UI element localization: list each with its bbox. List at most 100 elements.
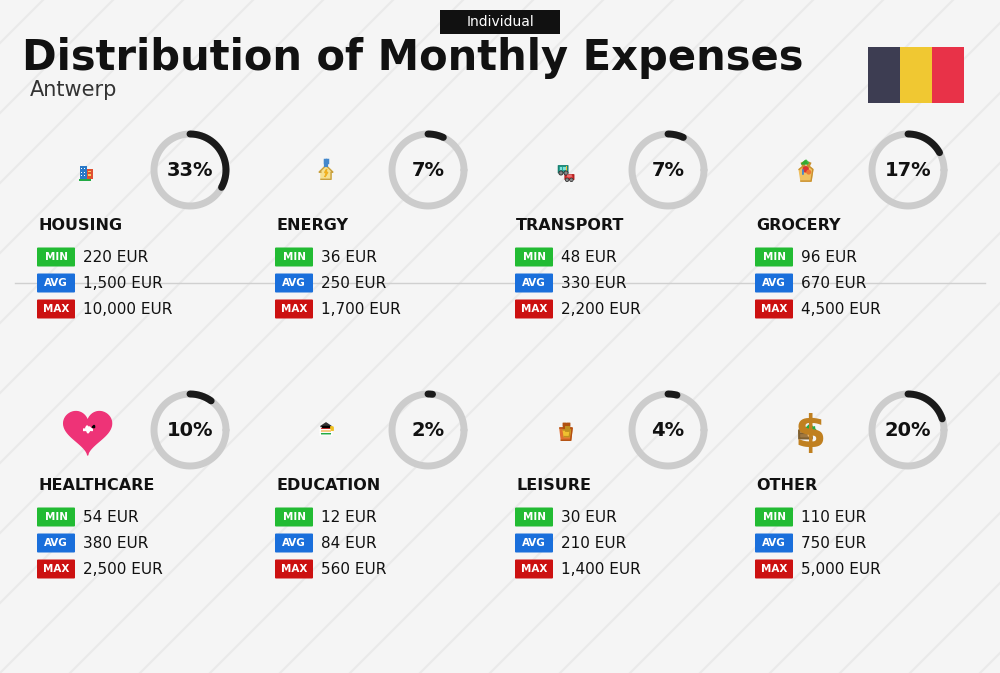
FancyBboxPatch shape — [515, 559, 553, 579]
Text: LEISURE: LEISURE — [516, 479, 591, 493]
Text: MIN: MIN — [763, 252, 786, 262]
Text: OTHER: OTHER — [756, 479, 817, 493]
Circle shape — [565, 172, 567, 174]
Text: AVG: AVG — [44, 278, 68, 288]
FancyBboxPatch shape — [515, 299, 553, 318]
Text: 36 EUR: 36 EUR — [321, 250, 377, 264]
Polygon shape — [560, 428, 572, 440]
FancyBboxPatch shape — [79, 180, 91, 181]
Text: MIN: MIN — [283, 512, 306, 522]
Circle shape — [564, 171, 568, 175]
Text: MAX: MAX — [761, 564, 787, 574]
Text: MAX: MAX — [761, 304, 787, 314]
Text: 670 EUR: 670 EUR — [801, 275, 866, 291]
FancyBboxPatch shape — [37, 248, 75, 267]
FancyBboxPatch shape — [275, 507, 313, 526]
Text: AVG: AVG — [762, 278, 786, 288]
Text: AVG: AVG — [44, 538, 68, 548]
FancyBboxPatch shape — [320, 427, 332, 430]
FancyBboxPatch shape — [799, 430, 812, 438]
FancyBboxPatch shape — [275, 299, 313, 318]
Text: MAX: MAX — [281, 304, 307, 314]
FancyBboxPatch shape — [565, 175, 574, 179]
Text: 84 EUR: 84 EUR — [321, 536, 377, 551]
Text: HOUSING: HOUSING — [38, 219, 122, 234]
Text: AVG: AVG — [522, 538, 546, 548]
Circle shape — [807, 170, 810, 174]
FancyBboxPatch shape — [37, 559, 75, 579]
Text: 54 EUR: 54 EUR — [83, 509, 139, 524]
FancyBboxPatch shape — [81, 168, 82, 169]
Text: MIN: MIN — [44, 252, 68, 262]
Text: 96 EUR: 96 EUR — [801, 250, 857, 264]
Text: Antwerp: Antwerp — [30, 80, 117, 100]
Polygon shape — [802, 161, 807, 164]
FancyBboxPatch shape — [320, 430, 332, 433]
Text: 7%: 7% — [652, 160, 684, 180]
Text: 330 EUR: 330 EUR — [561, 275, 626, 291]
Text: 10,000 EUR: 10,000 EUR — [83, 302, 172, 316]
FancyBboxPatch shape — [560, 167, 562, 170]
Text: 380 EUR: 380 EUR — [83, 536, 148, 551]
Text: 560 EUR: 560 EUR — [321, 561, 386, 577]
FancyBboxPatch shape — [440, 10, 560, 34]
Text: 2,200 EUR: 2,200 EUR — [561, 302, 641, 316]
Text: 210 EUR: 210 EUR — [561, 536, 626, 551]
FancyBboxPatch shape — [37, 299, 75, 318]
Text: 30 EUR: 30 EUR — [561, 509, 617, 524]
Text: 220 EUR: 220 EUR — [83, 250, 148, 264]
FancyBboxPatch shape — [799, 431, 812, 433]
Text: GROCERY: GROCERY — [756, 219, 840, 234]
FancyBboxPatch shape — [565, 167, 567, 170]
Circle shape — [566, 179, 568, 180]
FancyBboxPatch shape — [515, 273, 553, 293]
FancyBboxPatch shape — [566, 166, 567, 172]
Text: 4%: 4% — [651, 421, 685, 439]
FancyBboxPatch shape — [84, 168, 85, 169]
FancyBboxPatch shape — [515, 534, 553, 553]
Text: 10%: 10% — [167, 421, 213, 439]
FancyBboxPatch shape — [322, 425, 330, 427]
Polygon shape — [325, 169, 328, 177]
Circle shape — [803, 167, 808, 172]
FancyBboxPatch shape — [755, 534, 793, 553]
FancyBboxPatch shape — [755, 273, 793, 293]
Circle shape — [560, 172, 562, 174]
FancyBboxPatch shape — [515, 248, 553, 267]
Text: MAX: MAX — [43, 564, 69, 574]
Text: 7%: 7% — [412, 160, 444, 180]
FancyBboxPatch shape — [275, 273, 313, 293]
Text: MIN: MIN — [522, 252, 546, 262]
Text: AVG: AVG — [282, 278, 306, 288]
Text: MAX: MAX — [521, 564, 547, 574]
FancyBboxPatch shape — [37, 507, 75, 526]
FancyBboxPatch shape — [275, 559, 313, 579]
FancyBboxPatch shape — [900, 47, 932, 103]
FancyBboxPatch shape — [755, 248, 793, 267]
Circle shape — [559, 171, 563, 175]
Text: AVG: AVG — [762, 538, 786, 548]
Text: 48 EUR: 48 EUR — [561, 250, 617, 264]
Circle shape — [571, 179, 572, 180]
FancyBboxPatch shape — [81, 172, 82, 173]
FancyBboxPatch shape — [755, 559, 793, 579]
FancyBboxPatch shape — [81, 175, 82, 176]
Text: Individual: Individual — [466, 15, 534, 29]
Text: $: $ — [795, 413, 826, 456]
Circle shape — [570, 178, 573, 181]
Polygon shape — [80, 432, 96, 440]
Text: TRANSPORT: TRANSPORT — [516, 219, 624, 234]
FancyBboxPatch shape — [868, 47, 900, 103]
Text: AVG: AVG — [282, 538, 306, 548]
Text: Distribution of Monthly Expenses: Distribution of Monthly Expenses — [22, 37, 804, 79]
FancyBboxPatch shape — [84, 172, 85, 173]
Text: 12 EUR: 12 EUR — [321, 509, 377, 524]
FancyBboxPatch shape — [88, 171, 90, 172]
FancyBboxPatch shape — [802, 170, 804, 175]
Circle shape — [566, 178, 569, 181]
FancyBboxPatch shape — [90, 174, 91, 176]
FancyBboxPatch shape — [37, 273, 75, 293]
Text: AVG: AVG — [522, 278, 546, 288]
Text: ENERGY: ENERGY — [276, 219, 348, 234]
Circle shape — [809, 433, 812, 436]
